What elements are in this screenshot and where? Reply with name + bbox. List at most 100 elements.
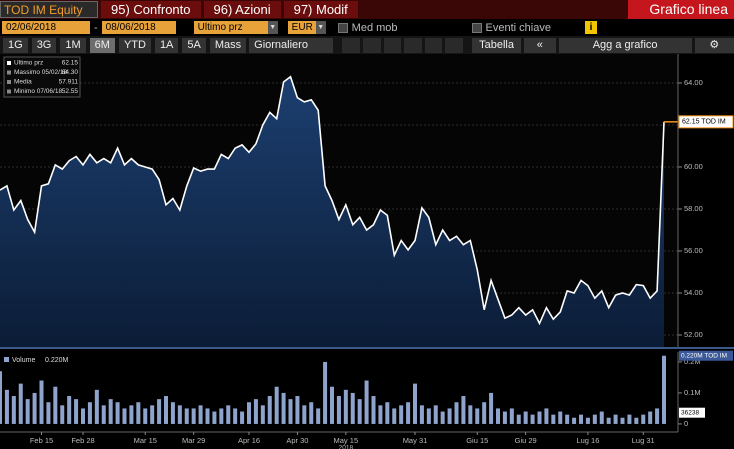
volume-bar [87, 402, 92, 424]
period-button[interactable]: YTD [118, 37, 151, 53]
collapse-button[interactable]: « [524, 37, 556, 53]
legend-value: 0.220M [45, 357, 69, 364]
legend-marker [7, 70, 11, 75]
x-tick-label: Mar 29 [182, 436, 205, 445]
volume-bar [509, 408, 514, 424]
action-button[interactable]: 97) Modif [283, 1, 358, 18]
volume-bar [496, 408, 500, 424]
legend-name: Ultimo prz [14, 60, 43, 67]
volume-bar [641, 414, 646, 424]
y-tick-label: 0 [684, 419, 688, 428]
volume-bar [648, 411, 653, 424]
period-button[interactable]: 3G [31, 37, 57, 53]
volume-bar [447, 408, 452, 424]
volume-bar [634, 417, 639, 424]
tool-icon[interactable] [363, 37, 381, 53]
tool-icon[interactable] [404, 37, 422, 53]
average-label: 36238 [681, 409, 699, 416]
volume-bar [129, 405, 134, 424]
x-tick-label: Apr 16 [238, 436, 260, 445]
frequency-select[interactable]: Giornaliero [249, 37, 334, 53]
volume-bar [60, 405, 65, 424]
period-button[interactable]: 1A [154, 37, 179, 53]
volume-bar [502, 411, 507, 424]
volume-bar [0, 371, 2, 424]
ticker-field[interactable]: TOD IM Equity [0, 1, 98, 18]
volume-bar [572, 417, 577, 424]
volume-bar [32, 392, 37, 424]
volume-bar [53, 386, 58, 424]
volume-bar [260, 405, 265, 424]
volume-bar [164, 396, 168, 424]
x-tick-label: Lug 31 [632, 436, 655, 445]
period-button[interactable]: 5A [182, 37, 206, 53]
x-tick-label: Mar 15 [134, 436, 157, 445]
volume-bar [247, 402, 251, 424]
info-button[interactable]: i [584, 21, 597, 34]
tool-icon[interactable] [342, 37, 361, 53]
volume-bar [475, 408, 480, 424]
period-button[interactable]: 1M [60, 37, 86, 53]
x-tick-label: May 15 [334, 436, 359, 445]
dropdown-arrow[interactable]: ▼ [315, 21, 326, 34]
volume-bar [406, 402, 411, 424]
legend-value: 57.911 [59, 79, 79, 86]
checkbox[interactable] [471, 22, 482, 33]
tool-icon[interactable] [383, 37, 402, 53]
volume-bar [253, 399, 258, 424]
volume-bar [413, 383, 417, 424]
volume-bar [115, 402, 120, 424]
volume-bar [198, 405, 203, 424]
moving-average-label: Med mob [351, 21, 398, 34]
field-select[interactable]: Ultimo prz [193, 21, 268, 34]
x-tick-label: Apr 30 [286, 436, 308, 445]
start-date[interactable]: 02/06/2018 [2, 21, 90, 34]
volume-bar [599, 411, 604, 424]
volume-bar [343, 389, 348, 424]
volume-bar [323, 361, 328, 424]
price-line [0, 75, 665, 326]
volume-bar [357, 399, 362, 424]
volume-bar [579, 414, 583, 424]
period-button[interactable]: Mass [209, 37, 247, 53]
volume-bar [385, 402, 390, 424]
dropdown-arrow[interactable]: ▼ [267, 21, 278, 34]
volume-bar [330, 386, 334, 424]
tool-icon[interactable] [424, 37, 443, 53]
legend-value: 62.15 [62, 60, 79, 67]
tool-icon[interactable] [445, 37, 463, 53]
period-button[interactable]: 6M [89, 37, 115, 53]
volume-bar [122, 408, 127, 424]
legend-name: Massimo 05/02/18 [14, 69, 67, 76]
range-bar: 1G 3G 1M 6M YTD 1A 5A Mass Giornaliero Tabella … [0, 36, 734, 54]
action-button[interactable]: 95) Confronto [101, 1, 201, 18]
x-tick-label: Feb 28 [71, 436, 94, 445]
volume-bar [371, 396, 376, 424]
checkbox[interactable] [337, 22, 348, 33]
legend-name: Volume [12, 357, 35, 364]
period-button[interactable]: 1G [3, 37, 28, 53]
date-separator: - [94, 21, 98, 34]
end-date[interactable]: 08/06/2018 [101, 21, 176, 34]
y-tick-label: 0.1M [684, 388, 701, 397]
volume-bar [94, 389, 99, 424]
x-sublabel: 2018 [339, 445, 354, 449]
legend-marker [4, 357, 9, 362]
price-area [0, 76, 664, 348]
volume-bar [537, 411, 542, 424]
volume-bar [74, 399, 79, 424]
add-button[interactable]: Agg a grafico [558, 37, 692, 53]
y-tick-label: 56.00 [684, 246, 703, 255]
volume-bar [558, 411, 563, 424]
volume-bar [461, 396, 466, 424]
volume-bar [309, 402, 314, 424]
volume-bar [613, 414, 618, 424]
volume-bar [399, 405, 404, 424]
action-button[interactable]: 96) Azioni [203, 1, 281, 18]
x-tick-label: Giu 29 [515, 436, 537, 445]
volume-bar [46, 402, 51, 424]
settings-button[interactable]: ⚙ [694, 37, 734, 53]
currency-select[interactable]: EUR [287, 21, 316, 34]
table-button[interactable]: Tabella [471, 37, 522, 53]
